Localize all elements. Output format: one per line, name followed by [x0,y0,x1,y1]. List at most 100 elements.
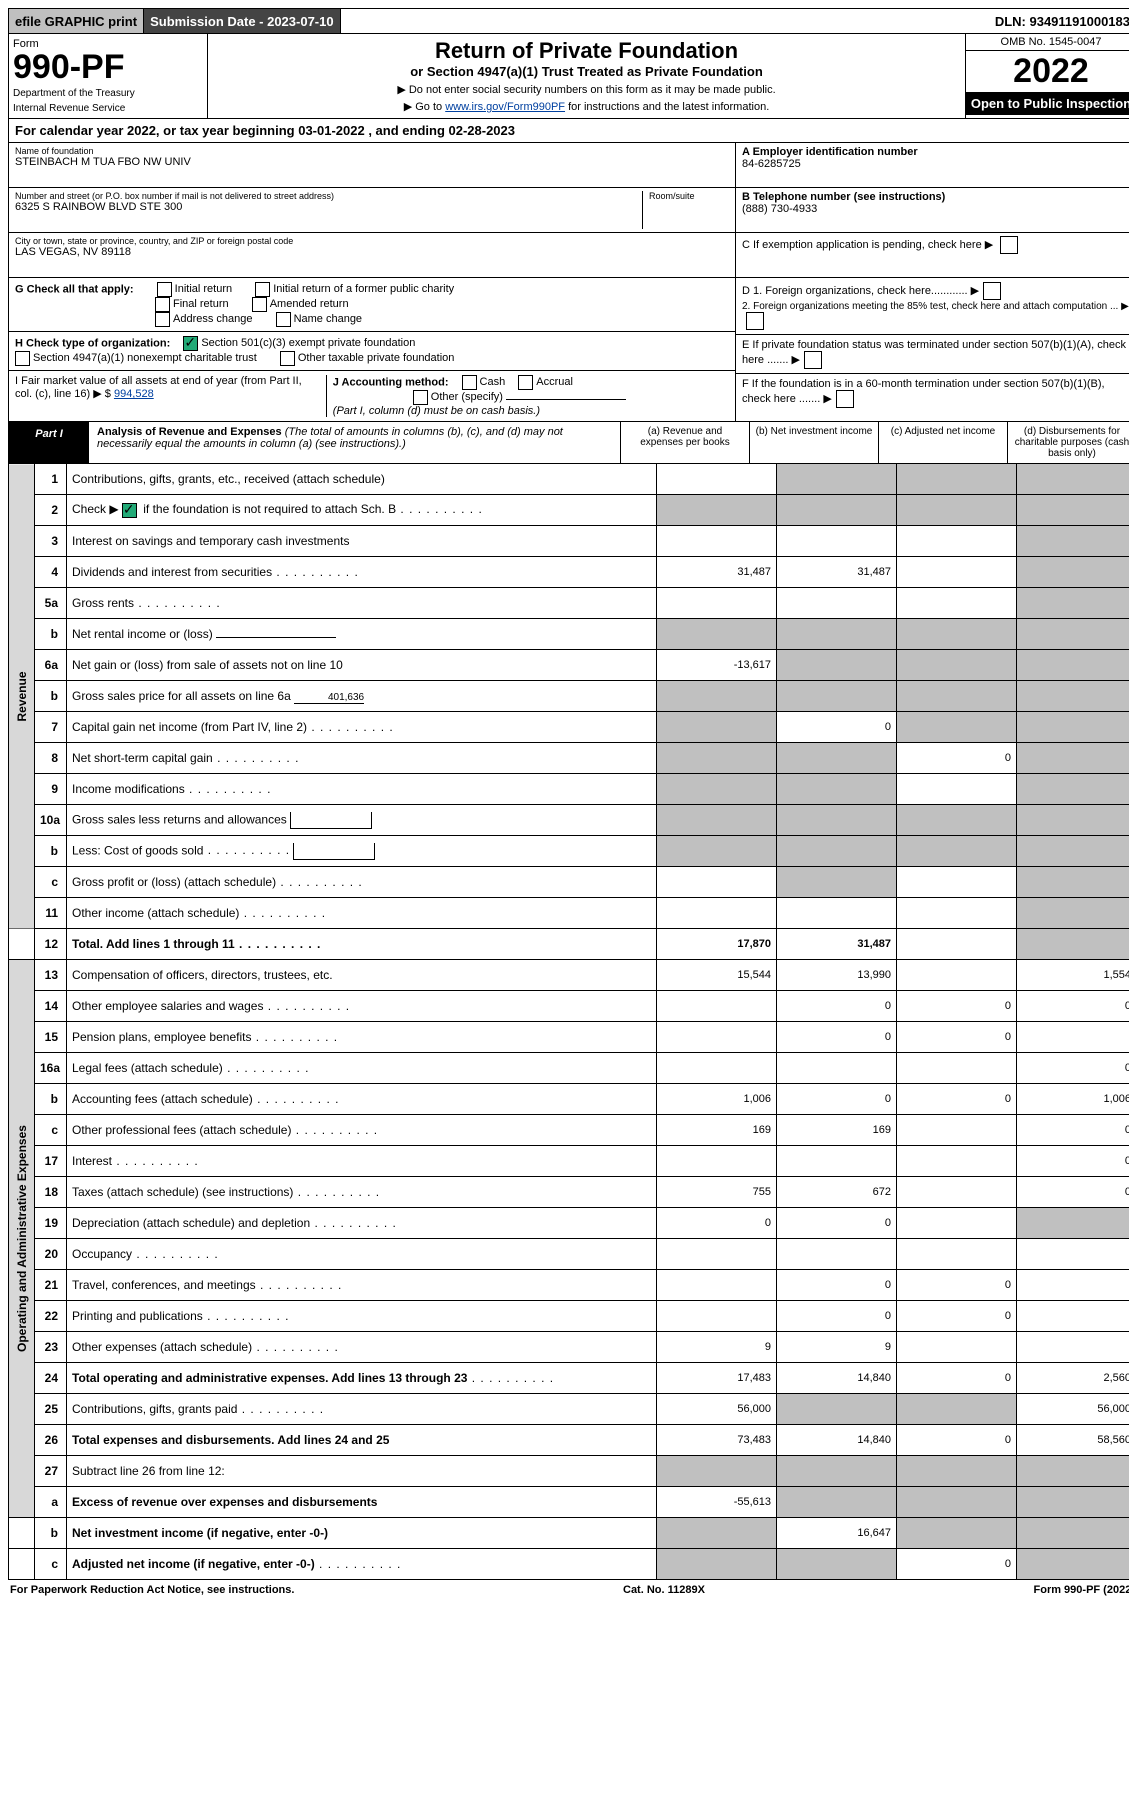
header-title-block: Return of Private Foundation or Section … [208,34,965,118]
j-accrual-checkbox[interactable] [518,375,533,390]
part1-table: Revenue 1 Contributions, gifts, grants, … [8,464,1129,1580]
c-text: C If exemption application is pending, c… [742,239,993,251]
g-address-change-checkbox[interactable] [155,312,170,327]
room-label: Room/suite [649,191,729,201]
form-header: Form 990-PF Department of the Treasury I… [8,34,1129,119]
footer-left: For Paperwork Reduction Act Notice, see … [10,1584,294,1596]
expenses-sidelabel: Operating and Administrative Expenses [9,960,35,1518]
j-other-checkbox[interactable] [413,390,428,405]
h-501c3-checkbox[interactable] [183,336,198,351]
i-label: I Fair market value of all assets at end… [15,375,302,400]
table-row: 4Dividends and interest from securities3… [9,557,1129,588]
entity-left: Name of foundation STEINBACH M TUA FBO N… [9,143,735,277]
table-row: 22Printing and publications00 [9,1301,1129,1332]
top-bar: efile GRAPHIC print Submission Date - 20… [8,8,1129,34]
table-row: 5aGross rents [9,588,1129,619]
ein-value: 84-6285725 [742,158,1129,170]
omb-number: OMB No. 1545-0047 [966,34,1129,51]
table-row: 19Depreciation (attach schedule) and dep… [9,1208,1129,1239]
h-row: H Check type of organization: Section 50… [9,332,735,371]
dept-irs: Internal Revenue Service [13,103,203,114]
table-row: Revenue 1 Contributions, gifts, grants, … [9,464,1129,495]
g-initial-return-checkbox[interactable] [157,282,172,297]
inspection-label: Open to Public Inspection [966,92,1129,115]
d2-checkbox[interactable] [746,312,764,330]
instr-2: ▶ Go to www.irs.gov/Form990PF for instru… [218,100,955,113]
header-right: OMB No. 1545-0047 2022 Open to Public In… [965,34,1129,118]
table-row: aExcess of revenue over expenses and dis… [9,1487,1129,1518]
g-initial-former-checkbox[interactable] [255,282,270,297]
table-row: 17Interest0 [9,1146,1129,1177]
part1-header: Part I Analysis of Revenue and Expenses … [8,422,1129,464]
table-row: cOther professional fees (attach schedul… [9,1115,1129,1146]
g-row: G Check all that apply: Initial return I… [9,278,735,332]
ghij-block: G Check all that apply: Initial return I… [8,278,1129,422]
table-row: Operating and Administrative Expenses 13… [9,960,1129,991]
table-row: 7Capital gain net income (from Part IV, … [9,712,1129,743]
col-b-head: (b) Net investment income [749,422,878,463]
city-state-zip: LAS VEGAS, NV 89118 [15,246,729,258]
table-row: 14Other employee salaries and wages000 [9,991,1129,1022]
g-name-change-checkbox[interactable] [276,312,291,327]
g-final-return-checkbox[interactable] [155,297,170,312]
footer-mid: Cat. No. 11289X [623,1584,705,1596]
page-footer: For Paperwork Reduction Act Notice, see … [8,1580,1129,1600]
table-row: 9Income modifications [9,774,1129,805]
d2-text: 2. Foreign organizations meeting the 85%… [742,301,1129,312]
table-row: bAccounting fees (attach schedule)1,0060… [9,1084,1129,1115]
table-row: 20Occupancy [9,1239,1129,1270]
street-address: 6325 S RAINBOW BLVD STE 300 [15,201,636,213]
g-label: G Check all that apply: [15,283,134,295]
f-checkbox[interactable] [836,390,854,408]
j-cash-checkbox[interactable] [462,375,477,390]
form-number: 990-PF [13,50,203,84]
e-checkbox[interactable] [804,351,822,369]
part1-desc: Analysis of Revenue and Expenses (The to… [89,422,620,463]
table-row: 12Total. Add lines 1 through 1117,87031,… [9,929,1129,960]
h-label: H Check type of organization: [15,337,170,349]
d1-checkbox[interactable] [983,282,1001,300]
d1-text: D 1. Foreign organizations, check here..… [742,285,979,297]
table-row: cAdjusted net income (if negative, enter… [9,1549,1129,1580]
phone-value: (888) 730-4933 [742,203,1129,215]
table-row: 11Other income (attach schedule) [9,898,1129,929]
table-row: 16aLegal fees (attach schedule)0 [9,1053,1129,1084]
table-row: 25Contributions, gifts, grants paid56,00… [9,1394,1129,1425]
table-row: 10aGross sales less returns and allowanc… [9,805,1129,836]
submission-date: Submission Date - 2023-07-10 [144,9,341,33]
c-checkbox[interactable] [1000,236,1018,254]
calendar-year-line: For calendar year 2022, or tax year begi… [8,119,1129,143]
table-row: 3Interest on savings and temporary cash … [9,526,1129,557]
table-row: 21Travel, conferences, and meetings00 [9,1270,1129,1301]
e-text: E If private foundation status was termi… [742,339,1126,366]
table-row: 6aNet gain or (loss) from sale of assets… [9,650,1129,681]
table-row: bGross sales price for all assets on lin… [9,681,1129,712]
j-label: J Accounting method: [333,376,449,388]
h-4947-checkbox[interactable] [15,351,30,366]
revenue-sidelabel: Revenue [9,464,35,929]
form-link[interactable]: www.irs.gov/Form990PF [445,101,565,113]
part1-label: Part I [9,422,89,463]
schb-checkbox[interactable] [122,503,137,518]
col-a-head: (a) Revenue and expenses per books [620,422,749,463]
g-amended-checkbox[interactable] [252,297,267,312]
table-row: 15Pension plans, employee benefits00 [9,1022,1129,1053]
entity-right: A Employer identification number 84-6285… [735,143,1129,277]
dln-number: DLN: 93491191000183 [989,9,1129,33]
table-row: 8Net short-term capital gain0 [9,743,1129,774]
instr-1: ▶ Do not enter social security numbers o… [218,83,955,96]
header-left: Form 990-PF Department of the Treasury I… [9,34,208,118]
dept-treasury: Department of the Treasury [13,88,203,99]
form-title: Return of Private Foundation [218,38,955,64]
city-label: City or town, state or province, country… [15,236,729,246]
ein-label: A Employer identification number [742,146,1129,158]
j-note: (Part I, column (d) must be on cash basi… [333,405,540,417]
table-row: 27Subtract line 26 from line 12: [9,1456,1129,1487]
table-row: 2 Check ▶ if the foundation is not requi… [9,495,1129,526]
entity-info: Name of foundation STEINBACH M TUA FBO N… [8,143,1129,278]
f-text: F If the foundation is in a 60-month ter… [742,378,1105,405]
form-subtitle: or Section 4947(a)(1) Trust Treated as P… [218,64,955,79]
i-value[interactable]: 994,528 [114,388,154,400]
h-other-checkbox[interactable] [280,351,295,366]
tax-year: 2022 [966,51,1129,92]
